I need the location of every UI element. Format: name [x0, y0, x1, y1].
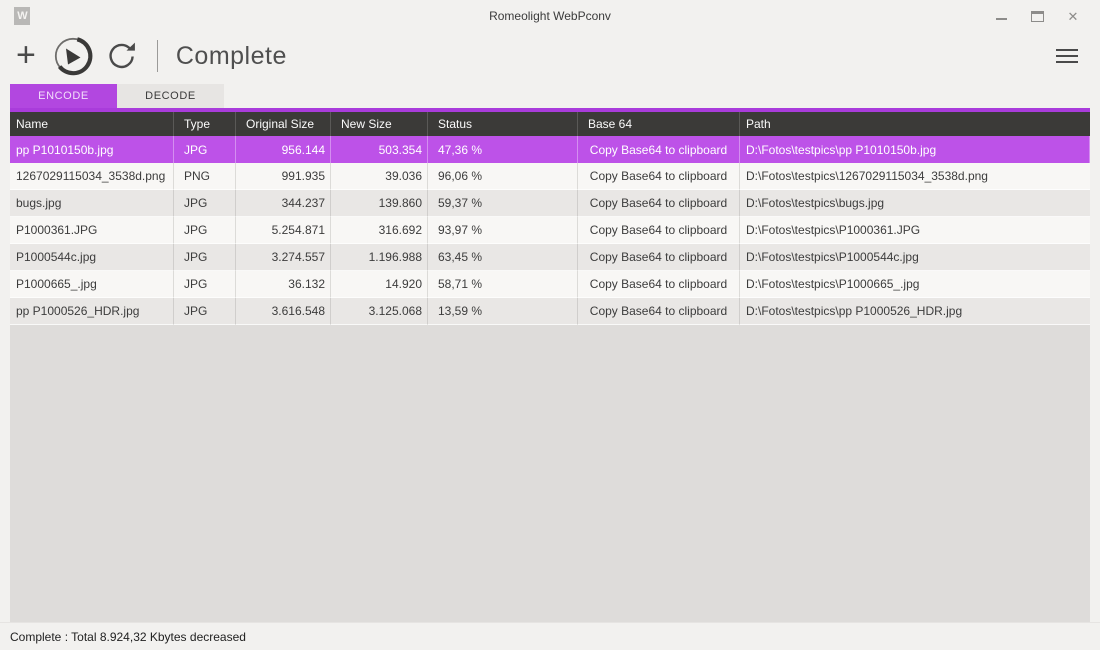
cell-path: D:\Fotos\testpics\pp P1010150b.jpg [740, 136, 1090, 163]
menu-button[interactable] [1052, 45, 1082, 67]
table-body: pp P1010150b.jpg JPG 956.144 503.354 47,… [10, 136, 1090, 325]
column-header-path[interactable]: Path [746, 117, 771, 131]
cell-new-size: 316.692 [331, 217, 428, 244]
cell-path: D:\Fotos\testpics\pp P1000526_HDR.jpg [740, 298, 1090, 325]
cell-path: D:\Fotos\testpics\P1000361.JPG [740, 217, 1090, 244]
cell-path: D:\Fotos\testpics\bugs.jpg [740, 190, 1090, 217]
window-controls: ✕ [994, 9, 1086, 23]
cell-name: pp P1010150b.jpg [10, 136, 174, 163]
play-icon [54, 37, 93, 76]
cell-type: PNG [174, 163, 236, 190]
cell-type: JPG [174, 136, 236, 163]
add-files-button[interactable]: + [16, 36, 36, 75]
refresh-button[interactable] [106, 41, 137, 72]
copy-base64-link[interactable]: Copy Base64 to clipboard [578, 244, 740, 271]
table-empty-area [10, 325, 1090, 622]
copy-base64-link[interactable]: Copy Base64 to clipboard [578, 190, 740, 217]
cell-new-size: 39.036 [331, 163, 428, 190]
cell-original-size: 5.254.871 [236, 217, 331, 244]
status-bar: Complete : Total 8.924,32 Kbytes decreas… [0, 622, 1100, 650]
tab-accent-bar [10, 108, 1090, 112]
cell-original-size: 36.132 [236, 271, 331, 298]
table-row[interactable]: P1000361.JPG JPG 5.254.871 316.692 93,97… [10, 217, 1090, 244]
cell-new-size: 14.920 [331, 271, 428, 298]
table-row[interactable]: pp P1000526_HDR.jpg JPG 3.616.548 3.125.… [10, 298, 1090, 325]
refresh-icon [109, 42, 135, 68]
cell-path: D:\Fotos\testpics\1267029115034_3538d.pn… [740, 163, 1090, 190]
window-title: Romeolight WebPconv [489, 9, 611, 23]
cell-name: P1000544c.jpg [10, 244, 174, 271]
table-row[interactable]: P1000665_.jpg JPG 36.132 14.920 58,71 % … [10, 271, 1090, 298]
cell-original-size: 956.144 [236, 136, 331, 163]
cell-status: 93,97 % [428, 217, 578, 244]
cell-name: P1000361.JPG [10, 217, 174, 244]
app-icon: W [14, 7, 30, 25]
cell-original-size: 991.935 [236, 163, 331, 190]
minimize-icon [995, 18, 1007, 20]
toolbar: + Complete [0, 32, 1100, 80]
close-button[interactable]: ✕ [1066, 9, 1080, 23]
minimize-button[interactable] [994, 9, 1008, 23]
cell-name: bugs.jpg [10, 190, 174, 217]
copy-base64-link[interactable]: Copy Base64 to clipboard [578, 163, 740, 190]
copy-base64-link[interactable]: Copy Base64 to clipboard [578, 136, 740, 163]
cell-status: 47,36 % [428, 136, 578, 163]
cell-path: D:\Fotos\testpics\P1000665_.jpg [740, 271, 1090, 298]
copy-base64-link[interactable]: Copy Base64 to clipboard [578, 298, 740, 325]
toolbar-divider [156, 40, 158, 72]
cell-status: 96,06 % [428, 163, 578, 190]
table-row[interactable]: pp P1010150b.jpg JPG 956.144 503.354 47,… [10, 136, 1090, 163]
maximize-button[interactable] [1030, 9, 1044, 23]
table-header: Name Type Original Size New Size Status … [10, 112, 1090, 136]
maximize-icon [1030, 10, 1044, 22]
table-row[interactable]: P1000544c.jpg JPG 3.274.557 1.196.988 63… [10, 244, 1090, 271]
cell-status: 58,71 % [428, 271, 578, 298]
cell-type: JPG [174, 217, 236, 244]
column-header-original-size[interactable]: Original Size [236, 112, 331, 136]
cell-new-size: 139.860 [331, 190, 428, 217]
tab-encode[interactable]: ENCODE [10, 84, 117, 108]
cell-original-size: 344.237 [236, 190, 331, 217]
cell-type: JPG [174, 271, 236, 298]
table-row[interactable]: bugs.jpg JPG 344.237 139.860 59,37 % Cop… [10, 190, 1090, 217]
cell-status: 13,59 % [428, 298, 578, 325]
column-header-base64[interactable]: Base 64 [578, 112, 740, 136]
cell-type: JPG [174, 244, 236, 271]
conversion-status-text: Complete [175, 41, 287, 70]
cell-new-size: 3.125.068 [331, 298, 428, 325]
table-row[interactable]: 1267029115034_3538d.png PNG 991.935 39.0… [10, 163, 1090, 190]
cell-type: JPG [174, 190, 236, 217]
column-header-status[interactable]: Status [428, 112, 578, 136]
cell-path: D:\Fotos\testpics\P1000544c.jpg [740, 244, 1090, 271]
cell-name: pp P1000526_HDR.jpg [10, 298, 174, 325]
cell-original-size: 3.616.548 [236, 298, 331, 325]
column-header-type[interactable]: Type [174, 112, 236, 136]
close-icon: ✕ [1067, 8, 1079, 24]
cell-status: 59,37 % [428, 190, 578, 217]
cell-name: 1267029115034_3538d.png [10, 163, 174, 190]
cell-name: P1000665_.jpg [10, 271, 174, 298]
copy-base64-link[interactable]: Copy Base64 to clipboard [578, 271, 740, 298]
cell-original-size: 3.274.557 [236, 244, 331, 271]
convert-button[interactable] [52, 35, 94, 77]
copy-base64-link[interactable]: Copy Base64 to clipboard [578, 217, 740, 244]
column-header-new-size[interactable]: New Size [331, 112, 428, 136]
status-bar-text: Complete : Total 8.924,32 Kbytes decreas… [10, 629, 246, 644]
tab-decode[interactable]: DECODE [117, 84, 224, 108]
cell-status: 63,45 % [428, 244, 578, 271]
hamburger-icon [1056, 49, 1078, 51]
title-bar: W Romeolight WebPconv ✕ [0, 0, 1100, 32]
cell-new-size: 503.354 [331, 136, 428, 163]
cell-type: JPG [174, 298, 236, 325]
tab-bar: ENCODE DECODE [10, 84, 1090, 108]
cell-new-size: 1.196.988 [331, 244, 428, 271]
main-content: ENCODE DECODE Name Type Original Size Ne… [10, 84, 1090, 622]
column-header-name[interactable]: Name [10, 112, 174, 136]
